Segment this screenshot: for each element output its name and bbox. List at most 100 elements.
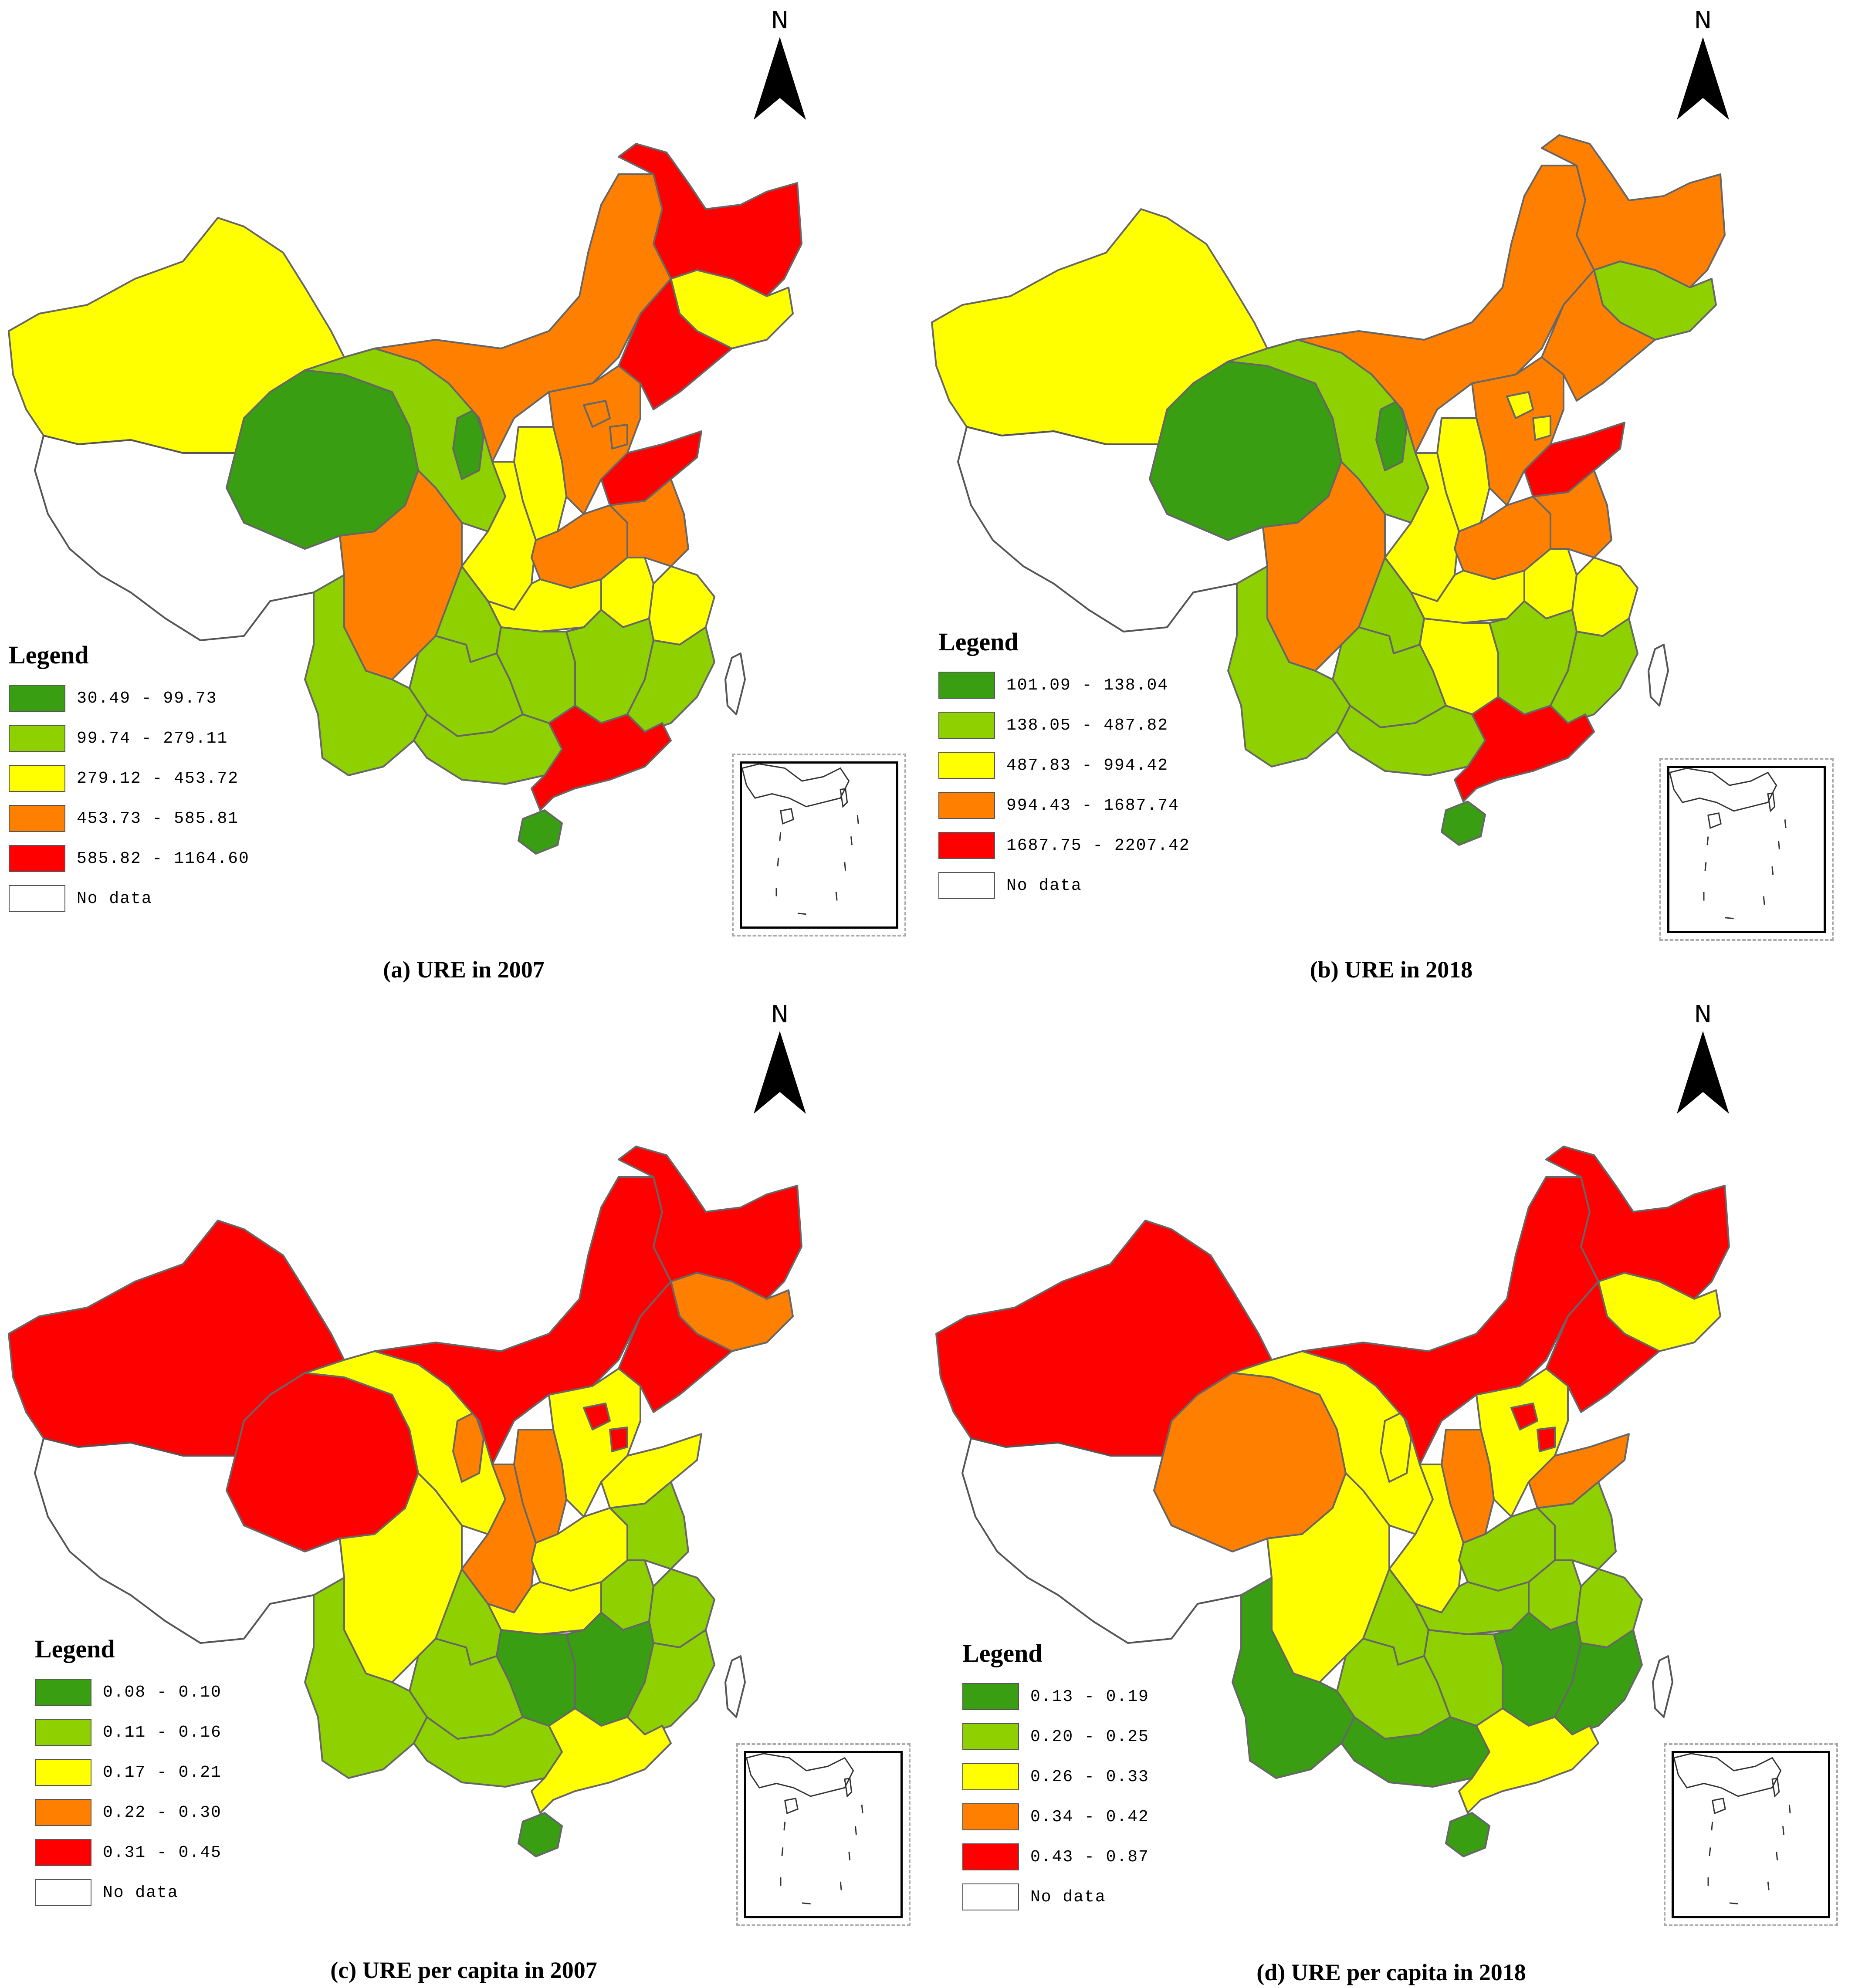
region-fujian bbox=[626, 1629, 715, 1735]
legend-item: 453.73 - 585.81 bbox=[9, 798, 250, 838]
legend-swatch bbox=[35, 1679, 91, 1706]
legend-item: 585.82 - 1164.60 bbox=[9, 838, 250, 879]
map-panel-a: N Legend 30.49 - 99.73 99.74 - 279.11 279.12… bbox=[0, 0, 928, 994]
north-label: N bbox=[1694, 1001, 1712, 1028]
legend-swatch bbox=[35, 1719, 91, 1746]
south-china-sea-inset bbox=[1659, 758, 1834, 941]
legend-item: 994.43 - 1687.74 bbox=[938, 785, 1190, 825]
legend-item: 0.20 - 0.25 bbox=[962, 1717, 1149, 1757]
legend-label: 0.34 - 0.42 bbox=[1030, 1807, 1149, 1826]
legend-label: 0.08 - 0.10 bbox=[103, 1683, 222, 1702]
legend-swatch bbox=[9, 885, 65, 912]
legend-swatch bbox=[962, 1763, 1019, 1790]
region-fujian bbox=[1550, 618, 1638, 724]
legend-label: No data bbox=[77, 889, 152, 908]
legend-label: 0.11 - 0.16 bbox=[103, 1723, 222, 1742]
north-label: N bbox=[1694, 7, 1712, 34]
region-heilongjiang bbox=[618, 143, 802, 297]
legend-label: 0.43 - 0.87 bbox=[1030, 1847, 1149, 1866]
north-arrow: N bbox=[1668, 1001, 1738, 1118]
region-taiwan bbox=[724, 1655, 746, 1718]
legend-swatch bbox=[938, 832, 995, 859]
region-taiwan bbox=[724, 653, 746, 715]
legend: Legend 0.08 - 0.10 0.11 - 0.16 0.17 - 0.21 0… bbox=[35, 1634, 222, 1913]
north-label: N bbox=[771, 1001, 789, 1028]
legend-label: 0.20 - 0.25 bbox=[1030, 1727, 1149, 1746]
legend-item: 0.26 - 0.33 bbox=[962, 1757, 1149, 1797]
north-arrow: N bbox=[745, 7, 815, 124]
region-tianjin bbox=[609, 1427, 628, 1452]
legend-item-no-data: No data bbox=[9, 879, 250, 919]
region-guangdong bbox=[531, 1707, 672, 1814]
legend-item-no-data: No data bbox=[962, 1877, 1149, 1917]
legend-label: 99.74 - 279.11 bbox=[77, 729, 228, 748]
legend-swatch bbox=[938, 792, 995, 819]
legend: Legend 0.13 - 0.19 0.20 - 0.25 0.26 - 0.33 0… bbox=[962, 1639, 1149, 1917]
south-china-sea-inset bbox=[736, 1743, 911, 1926]
legend-swatch bbox=[35, 1839, 91, 1866]
legend-title: Legend bbox=[962, 1639, 1043, 1667]
north-arrow: N bbox=[1668, 7, 1738, 124]
north-label: N bbox=[771, 7, 789, 34]
legend-label: 585.82 - 1164.60 bbox=[77, 849, 250, 868]
region-guangdong bbox=[1458, 1707, 1599, 1814]
panel-caption: (a) URE in 2007 bbox=[383, 957, 545, 983]
legend-label: 0.17 - 0.21 bbox=[103, 1763, 222, 1782]
legend-item: 279.12 - 453.72 bbox=[9, 758, 250, 798]
inset-map bbox=[1669, 767, 1787, 920]
legend-swatch bbox=[938, 672, 995, 699]
choropleth-map bbox=[931, 134, 1726, 846]
legend-item-no-data: No data bbox=[35, 1873, 222, 1913]
region-tianjin bbox=[1537, 1427, 1556, 1452]
north-arrow: N bbox=[745, 1001, 815, 1118]
legend-label: 101.09 - 138.04 bbox=[1006, 676, 1169, 695]
region-hainan bbox=[518, 1812, 563, 1857]
north-arrow-icon bbox=[754, 37, 806, 120]
map-panel-d: N Legend 0.13 - 0.19 0.20 - 0.25 0.26 - 0.33… bbox=[928, 994, 1855, 1988]
region-guangdong bbox=[531, 705, 672, 811]
legend-label: 994.43 - 1687.74 bbox=[1006, 796, 1179, 815]
legend-swatch bbox=[9, 845, 65, 872]
region-hainan bbox=[1445, 1812, 1490, 1857]
region-beijing bbox=[583, 1403, 611, 1430]
legend-swatch bbox=[9, 685, 65, 712]
choropleth-map bbox=[8, 143, 802, 855]
legend-swatch bbox=[9, 805, 65, 832]
legend-swatch bbox=[9, 725, 65, 752]
legend-item: 0.22 - 0.30 bbox=[35, 1792, 222, 1832]
region-heilongjiang bbox=[618, 1146, 802, 1300]
legend-item: 1687.75 - 2207.42 bbox=[938, 825, 1190, 866]
legend-item: 138.05 - 487.82 bbox=[938, 705, 1190, 745]
legend-item: 101.09 - 138.04 bbox=[938, 665, 1190, 705]
region-taiwan bbox=[1648, 644, 1669, 707]
region-hainan bbox=[1441, 801, 1486, 846]
north-arrow-icon bbox=[754, 1031, 806, 1114]
legend-label: 453.73 - 585.81 bbox=[77, 809, 239, 828]
region-hainan bbox=[518, 809, 563, 855]
panel-caption: (c) URE per capita in 2007 bbox=[330, 1957, 597, 1983]
region-guangdong bbox=[1454, 696, 1595, 802]
legend-swatch bbox=[962, 1883, 1019, 1910]
inset-map bbox=[745, 1753, 863, 1905]
legend-item: 30.49 - 99.73 bbox=[9, 678, 250, 718]
legend-label: 487.83 - 994.42 bbox=[1006, 756, 1169, 775]
panel-caption: (d) URE per capita in 2018 bbox=[1256, 1959, 1526, 1985]
legend-title: Legend bbox=[9, 641, 89, 669]
legend-swatch bbox=[938, 752, 995, 779]
legend-label: 30.49 - 99.73 bbox=[77, 689, 217, 708]
legend-label: 279.12 - 453.72 bbox=[77, 769, 239, 788]
region-jiangsu bbox=[1537, 1481, 1617, 1570]
north-arrow-icon bbox=[1677, 37, 1729, 120]
legend-item: 487.83 - 994.42 bbox=[938, 745, 1190, 785]
legend-item: 99.74 - 279.11 bbox=[9, 718, 250, 758]
legend-swatch bbox=[35, 1799, 91, 1826]
inset-map bbox=[1673, 1753, 1791, 1905]
legend-swatch bbox=[962, 1683, 1019, 1710]
legend-swatch bbox=[962, 1803, 1019, 1830]
region-jiangsu bbox=[609, 478, 689, 567]
legend-swatch bbox=[962, 1723, 1019, 1750]
legend-swatch bbox=[35, 1879, 91, 1906]
south-china-sea-inset bbox=[732, 754, 906, 937]
legend-label: 138.05 - 487.82 bbox=[1006, 716, 1169, 735]
legend-swatch bbox=[9, 765, 65, 792]
